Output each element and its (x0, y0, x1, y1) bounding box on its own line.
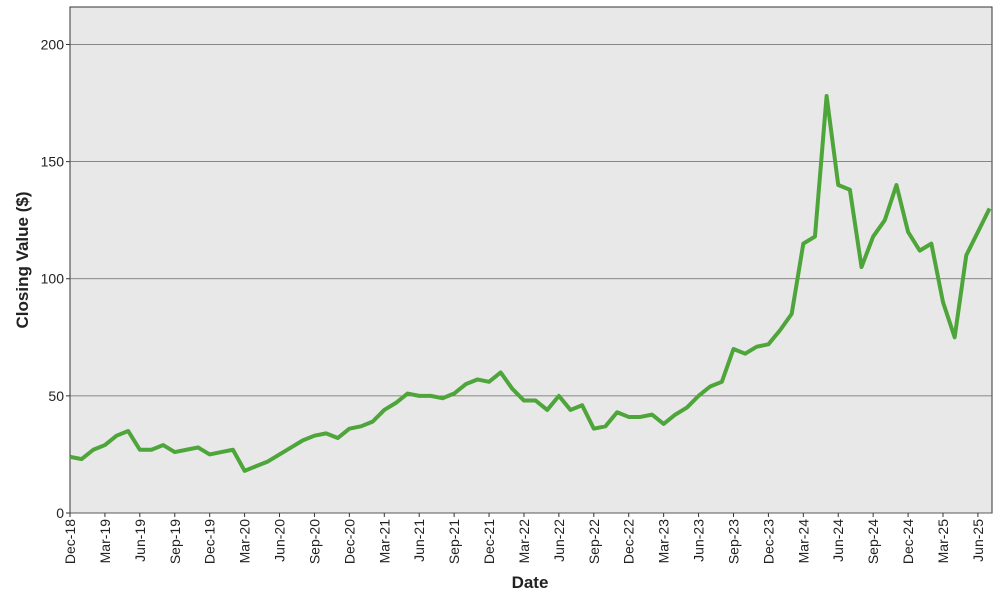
x-tick-label: Jun-22 (551, 519, 567, 562)
y-tick-label: 200 (41, 36, 65, 52)
y-tick-label: 50 (48, 388, 64, 404)
x-tick-label: Dec-22 (621, 519, 637, 564)
x-tick-label: Jun-21 (411, 519, 427, 562)
x-tick-label: Sep-23 (725, 519, 741, 564)
x-tick-label: Mar-25 (935, 519, 951, 564)
x-tick-label: Dec-19 (202, 519, 218, 564)
x-tick-label: Jun-20 (272, 519, 288, 562)
x-tick-label: Dec-18 (62, 519, 78, 564)
y-tick-label: 150 (41, 154, 65, 170)
x-tick-label: Mar-19 (97, 519, 113, 564)
x-tick-label: Jun-23 (691, 519, 707, 562)
x-tick-label: Dec-21 (481, 519, 497, 564)
x-tick-label: Jun-19 (132, 519, 148, 562)
x-tick-label: Mar-23 (656, 519, 672, 564)
x-tick-label: Mar-21 (376, 519, 392, 564)
y-tick-label: 100 (41, 271, 65, 287)
x-tick-label: Dec-24 (900, 519, 916, 564)
x-tick-label: Jun-25 (970, 519, 986, 562)
x-tick-label: Mar-20 (237, 519, 253, 564)
x-tick-label: Dec-20 (341, 519, 357, 564)
line (69, 94, 992, 473)
x-tick-label: Dec-23 (760, 519, 776, 564)
x-tick-label: Sep-19 (167, 519, 183, 564)
x-tick-label: Mar-22 (516, 519, 532, 564)
x-axis-title: Date (512, 573, 549, 592)
y-tick-label: 0 (56, 505, 64, 521)
x-tick-label: Mar-24 (795, 519, 811, 564)
x-tick-label: Sep-21 (446, 519, 462, 564)
x-tick-label: Jun-24 (830, 519, 846, 562)
y-axis-title: Closing Value ($) (13, 192, 32, 329)
x-tick-label: Sep-24 (865, 519, 881, 564)
x-tick-label: Sep-20 (306, 519, 322, 564)
plot-area (69, 6, 993, 514)
x-tick-label: Sep-22 (586, 519, 602, 564)
